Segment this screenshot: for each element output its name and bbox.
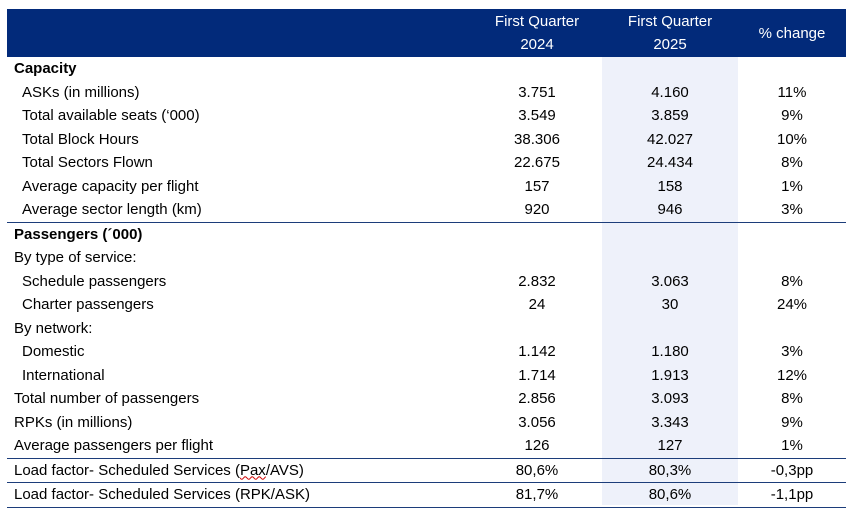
table-row: Schedule passengers 2.832 3.063 8% [7,270,846,294]
table-row: ASKs (in millions) 3.751 4.160 11% [7,81,846,105]
row-label-part: Load factor- Scheduled Services ( [14,461,240,479]
row-label: Load factor- Scheduled Services (Pax/AVS… [14,459,304,483]
value-2024: 38.306 [514,130,560,148]
row-label: By network: [14,319,93,337]
value-2024: 1.142 [518,343,556,360]
table-body: Capacity ASKs (in millions) 3.751 4.160 … [7,57,846,508]
row-label-part: /AVS) [265,461,304,479]
value-change: -0,3pp [770,461,814,479]
value-2024: 80,6% [515,461,559,479]
value-change: 9% [781,107,803,124]
header-q1-2025: First Quarter 2025 [602,9,738,57]
value-2024: 157 [524,177,550,195]
header-percent-change: % change [738,9,846,57]
row-label: Total Block Hours [22,130,139,148]
table-row: Average passengers per flight 126 127 1% [7,434,846,459]
value-2024: 24 [528,296,546,313]
section-title-capacity: Capacity [7,57,846,81]
value-change: 3% [781,201,803,218]
value-change: 1% [781,437,803,454]
value-2024: 3.751 [518,83,556,101]
table-row: Total available seats (‘000) 3.549 3.859… [7,104,846,128]
row-label: Total available seats (‘000) [22,107,200,124]
value-2025: 3.093 [651,390,689,407]
row-label: RPKs (in millions) [14,413,133,431]
row-label: Average passengers per flight [14,437,214,454]
value-change: 8% [781,390,803,407]
subgroup-label-row: By network: [7,317,846,341]
header-q1-2024-line1: First Quarter [494,13,580,30]
header-q1-2024: First Quarter 2024 [472,9,602,57]
row-label: ASKs (in millions) [22,83,140,101]
section-label: Passengers (´000) [14,225,143,243]
table-row: Load factor- Scheduled Services (RPK/ASK… [7,483,846,508]
header-q1-2025-line1: First Quarter [627,13,713,30]
table-header: First Quarter 2024 First Quarter 2025 % … [7,9,846,57]
row-label: Charter passengers [22,296,154,313]
row-label: Average capacity per flight [22,177,199,195]
value-2024: 81,7% [515,486,559,503]
value-2025: 24.434 [647,154,693,171]
row-label: Total number of passengers [14,390,200,407]
row-label: Domestic [22,343,85,360]
value-2025: 1.180 [651,343,689,360]
value-2025: 946 [657,201,683,218]
value-change: 3% [781,343,803,360]
traffic-statistics-table: First Quarter 2024 First Quarter 2025 % … [7,9,846,508]
row-label: Schedule passengers [22,272,167,290]
table-row: RPKs (in millions) 3.056 3.343 9% [7,411,846,435]
value-2024: 1.714 [518,366,556,384]
value-2025: 127 [657,437,683,454]
section-label: Capacity [14,60,77,77]
table-row: Charter passengers 24 30 24% [7,293,846,317]
header-q1-2024-line2: 2024 [520,36,554,53]
value-2025: 3.063 [651,272,689,290]
value-2024: 3.056 [518,413,556,431]
value-change: 1% [781,177,803,195]
value-change: 11% [777,83,807,101]
value-change: 24% [776,296,808,313]
row-label: International [22,366,105,384]
row-label: By type of service: [14,249,137,266]
value-2025: 3.343 [651,413,689,431]
value-2025: 3.859 [651,107,689,124]
subgroup-label-row: By type of service: [7,246,846,270]
spellcheck-marked-word: Pax [239,461,266,479]
header-percent-change-label: % change [758,24,826,42]
row-label: Load factor- Scheduled Services (RPK/ASK… [14,486,310,503]
value-2025: 4.160 [651,83,689,101]
table-row: Total Sectors Flown 22.675 24.434 8% [7,151,846,175]
table-row: Total number of passengers 2.856 3.093 8… [7,387,846,411]
table-row: International 1.714 1.913 12% [7,364,846,388]
section-title-passengers: Passengers (´000) [7,223,846,247]
header-q1-2025-line2: 2025 [653,36,687,53]
value-change: 8% [781,154,803,171]
table-row: Load factor- Scheduled Services (Pax/AVS… [7,459,846,483]
row-label: Total Sectors Flown [22,154,153,171]
value-2024: 920 [524,201,550,218]
value-2025: 42.027 [647,130,693,148]
value-change: 8% [781,272,803,290]
table-row: Total Block Hours 38.306 42.027 10% [7,128,846,152]
value-2025: 158 [657,177,683,195]
value-2025: 1.913 [651,366,689,384]
value-2025: 30 [661,296,679,313]
value-change: 12% [776,366,808,384]
value-change: -1,1pp [770,486,814,503]
value-change: 9% [781,413,803,431]
highlight-column-2025 [602,57,738,505]
value-2024: 2.856 [518,390,556,407]
value-2024: 126 [524,437,550,454]
value-2025: 80,3% [648,461,692,479]
value-2025: 80,6% [648,486,692,503]
table-row: Domestic 1.142 1.180 3% [7,340,846,364]
value-2024: 22.675 [514,154,560,171]
table-row: Average sector length (km) 920 946 3% [7,198,846,223]
value-2024: 2.832 [518,272,556,290]
value-change: 10% [776,130,808,148]
row-label: Average sector length (km) [22,201,202,218]
value-2024: 3.549 [518,107,556,124]
table-row: Average capacity per flight 157 158 1% [7,175,846,199]
